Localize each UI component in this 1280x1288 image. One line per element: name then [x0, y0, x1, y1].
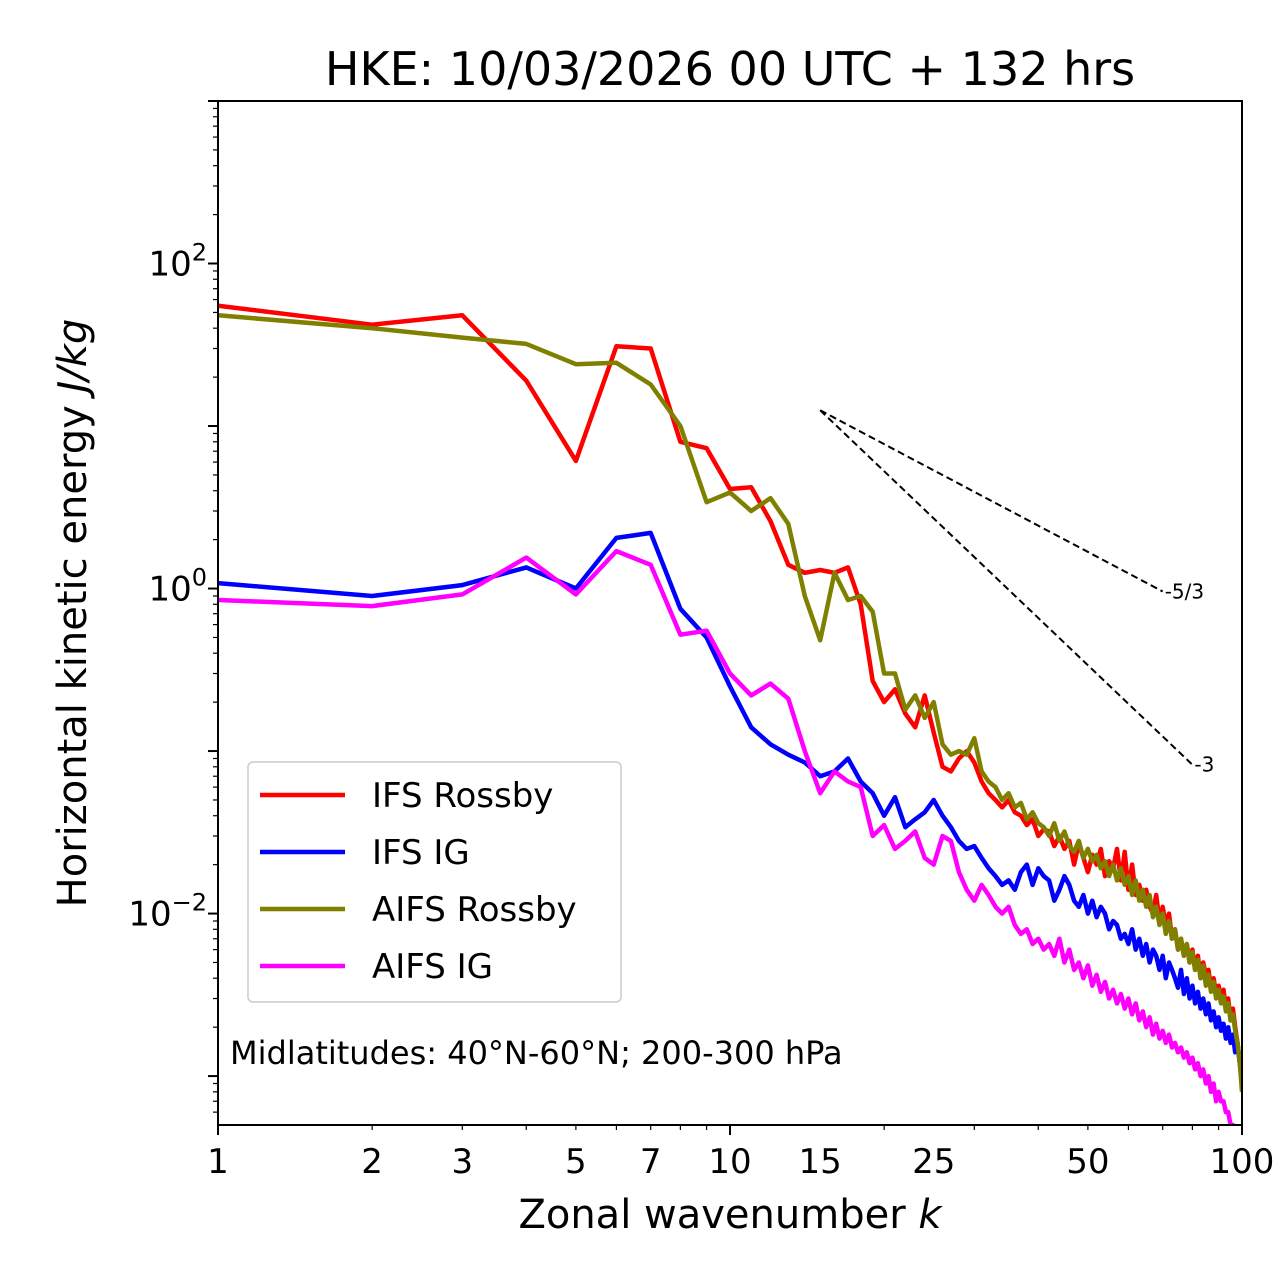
- x-tick-label: 100: [1210, 1142, 1275, 1182]
- series-group: [218, 303, 1242, 1125]
- y-tick-label: 102: [148, 239, 207, 285]
- legend: IFS Rossby IFS IG AIFS Rossby AIFS IG: [247, 761, 622, 1003]
- x-tick-label: 2: [361, 1142, 383, 1182]
- series-line-aifs-ig: [218, 548, 1236, 1125]
- y-axis-label: Horizontal kinetic energy J/kg: [50, 319, 96, 908]
- x-tick-label: 25: [912, 1142, 955, 1182]
- chart-title: HKE: 10/03/2026 00 UTC + 132 hrs: [325, 42, 1135, 96]
- y-tick-label: 10−2: [128, 889, 207, 935]
- legend-label-ifs-rossby: IFS Rossby: [372, 776, 553, 816]
- x-tick-label: 15: [799, 1142, 842, 1182]
- reference-slopes: -5/3 -3: [819, 409, 1214, 777]
- x-tick-label: 7: [640, 1142, 662, 1182]
- major-ticks: [208, 100, 1243, 1135]
- plot-frame: [217, 100, 1243, 1126]
- x-axis-label: Zonal wavenumber k: [518, 1192, 943, 1238]
- reference-slope-label-3: -3: [1194, 753, 1214, 777]
- legend-label-ifs-ig: IFS IG: [372, 833, 470, 873]
- series-line-aifs-rossby: [218, 313, 1242, 1092]
- x-tick-label: 1: [207, 1142, 229, 1182]
- legend-frame: [247, 761, 622, 1003]
- y-tick-label: 100: [148, 564, 207, 610]
- reference-slope-label-5-3: -5/3: [1165, 579, 1204, 603]
- x-tick-label: 50: [1066, 1142, 1109, 1182]
- x-tick-label: 3: [451, 1142, 473, 1182]
- region-annotation: Midlatitudes: 40°N-60°N; 200-300 hPa: [230, 1034, 843, 1072]
- x-tick-label: 5: [565, 1142, 587, 1182]
- legend-label-aifs-ig: AIFS IG: [372, 947, 493, 987]
- reference-slope-line-3: [819, 409, 1194, 766]
- reference-slope-line-5-3: [819, 409, 1164, 593]
- x-tick-label: 10: [708, 1142, 751, 1182]
- series-line-ifs-ig: [218, 530, 1242, 1077]
- legend-label-aifs-rossby: AIFS Rossby: [372, 890, 577, 930]
